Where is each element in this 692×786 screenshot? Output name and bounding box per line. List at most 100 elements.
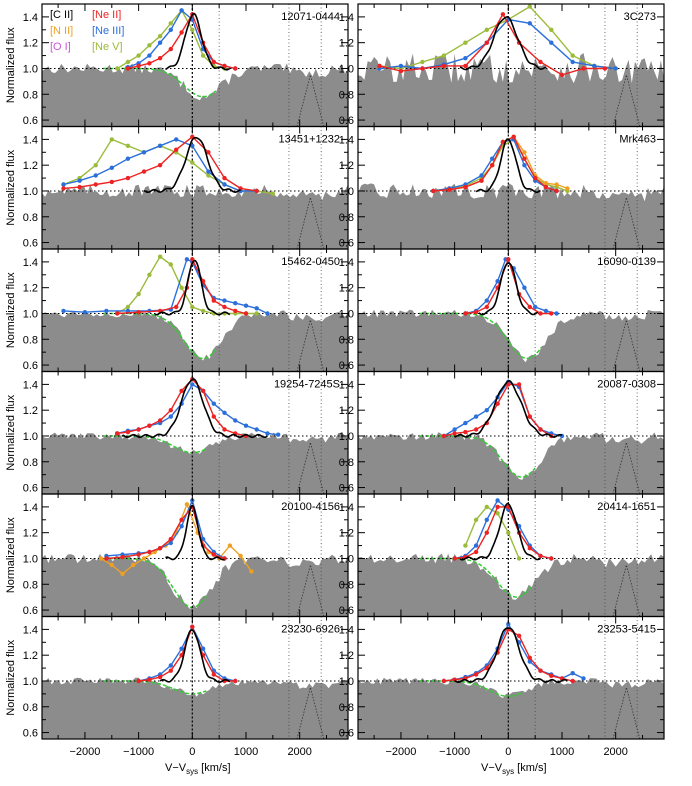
y-tick-label: 0.6 [23, 483, 38, 495]
data-point-n2 [227, 543, 233, 548]
data-point-ne3 [398, 63, 404, 69]
y-tick-label: 1.0 [23, 63, 38, 75]
data-point-ne5 [200, 308, 206, 314]
data-point-ne3 [93, 173, 98, 178]
data-point-ne2 [473, 310, 479, 315]
panels-layer: 0.6 0.8 1.0 1.2 1.4 Normalized flux 12071-0444… [5, 3, 665, 776]
data-point-ne3 [157, 143, 163, 148]
data-point-ne2 [77, 184, 82, 190]
data-point-ne5 [270, 191, 275, 196]
series-line-ne3 [117, 383, 279, 436]
x-tick-label: 1000 [550, 746, 574, 758]
y-tick-label: 1.2 [23, 283, 38, 295]
data-point-ne2 [495, 504, 500, 510]
panel-plot-area [358, 371, 664, 494]
series-line-ne3 [443, 380, 563, 437]
y-tick-label: 1.4 [339, 12, 354, 24]
y-tick-label: 1.4 [23, 134, 38, 146]
data-point-ne2 [452, 556, 457, 561]
y-tick-label: 1.0 [339, 186, 354, 198]
absorption-fit-line [103, 67, 217, 98]
y-tick-label: 1.4 [339, 134, 354, 146]
data-point-ne3 [243, 423, 249, 428]
data-point-ne3 [61, 182, 66, 187]
data-point-ne2 [431, 188, 436, 194]
data-point-ne3 [484, 298, 489, 303]
data-point-ne2 [147, 549, 152, 555]
data-point-ne3 [168, 663, 173, 668]
data-point-ne5 [516, 556, 522, 561]
data-point-ne3 [168, 27, 173, 32]
data-point-ne5 [157, 254, 163, 259]
data-point-ne2 [490, 163, 495, 168]
data-point-ne5 [549, 27, 554, 32]
y-tick-label: 1.0 [339, 431, 354, 443]
data-point-ne2 [495, 401, 500, 406]
data-point-ne5 [147, 43, 152, 48]
absorption-fit-line [103, 680, 207, 695]
data-point-ne2 [398, 68, 404, 74]
data-point-ne5 [125, 143, 131, 148]
panel-title: 12071-0444 [281, 11, 340, 23]
data-point-ne2 [147, 677, 152, 682]
data-point-ne3 [211, 401, 216, 406]
data-point-ne2 [500, 139, 506, 145]
data-point-ne3 [473, 543, 479, 548]
data-point-ne3 [613, 66, 618, 71]
y-tick-label: 1.2 [339, 160, 354, 172]
data-point-ne2 [473, 672, 479, 677]
data-point-ne2 [441, 433, 447, 439]
data-point-ne3 [549, 40, 554, 45]
y-axis-title: Normalized flux [5, 394, 17, 470]
data-point-ne2 [168, 46, 173, 52]
data-point-ne3 [254, 427, 259, 432]
y-tick-label: 0.8 [339, 334, 354, 346]
y-axis-title: Normalized flux [5, 517, 17, 593]
y-tick-label: 1.0 [23, 676, 38, 688]
data-point-ne2 [157, 163, 163, 168]
data-point-ne2 [463, 184, 468, 190]
series-line-ne2 [454, 506, 552, 560]
series-line-c2 [459, 15, 547, 71]
data-point-ne2 [211, 298, 216, 303]
y-tick-label: 1.0 [339, 308, 354, 320]
y-axis-title: Normalized flux [5, 27, 17, 103]
panel-ticks [42, 494, 348, 617]
data-point-ne2 [157, 674, 163, 680]
panel-ticks [42, 249, 348, 372]
x-tick-label: 0 [505, 746, 511, 758]
data-point-ne2 [559, 72, 565, 78]
panel-plot-area [358, 494, 664, 617]
absorption-profile [358, 553, 664, 617]
data-point-ne3 [254, 306, 259, 311]
data-point-ne3 [125, 156, 131, 161]
data-point-ne2 [473, 549, 479, 555]
data-point-ne3 [592, 63, 597, 69]
panel-plot-area [42, 4, 348, 127]
y-tick-label: 0.8 [23, 334, 38, 346]
data-point-ne3 [495, 279, 500, 284]
absorption-profile [42, 553, 348, 617]
data-point-ne5 [136, 291, 141, 297]
y-tick-label: 1.4 [339, 257, 354, 269]
absorption-fit-line [419, 312, 543, 360]
series-line-c2 [459, 502, 541, 561]
x-tick-label: −1000 [123, 746, 154, 758]
series-line-c2 [159, 629, 231, 684]
series-line-c2 [143, 136, 241, 194]
x-axis-title: V−Vsys [km/s] [481, 762, 547, 776]
data-point-ne5 [506, 530, 511, 535]
data-point-ne2 [447, 187, 452, 192]
data-point-ne2 [109, 179, 115, 185]
data-point-ne3 [452, 427, 457, 432]
data-point-ne3 [522, 163, 527, 168]
panel-16090-0139: 0.6 0.8 1.0 1.2 1.4 16090-0139 [339, 248, 665, 373]
data-point-ne3 [495, 498, 500, 503]
data-point-n2 [554, 182, 559, 187]
y-tick-label: 0.6 [339, 115, 354, 127]
legend: [C II] [Ne II] [N II] [Ne III] [O I] [Ne V] [50, 9, 124, 53]
data-point-ne2 [570, 678, 575, 684]
absorption-profile [358, 432, 664, 494]
data-point-ne2 [179, 388, 184, 393]
